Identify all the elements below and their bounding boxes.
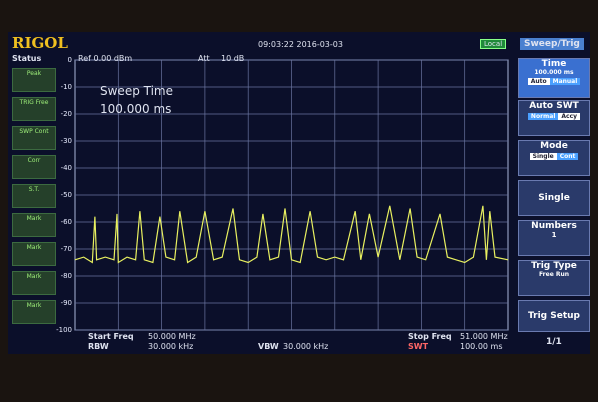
- rbw-label: RBW: [88, 342, 109, 351]
- page: 0 -10 -20 -30 -40 -50 -60 -70 -80 -90 -100 RIGOL 0…: [0, 0, 598, 402]
- swt-value: 100.00 ms: [460, 342, 503, 351]
- numbers-value: 1: [519, 231, 589, 239]
- y-tick-label: -40: [61, 164, 72, 172]
- y-tick-label: -50: [61, 191, 72, 199]
- y-tick-label: -60: [61, 218, 72, 226]
- vbw-label: VBW: [258, 342, 279, 351]
- option[interactable]: Normal: [528, 113, 558, 120]
- mode-label: Mode: [519, 141, 589, 151]
- y-tick-label: -90: [61, 299, 72, 307]
- y-tick-label: 0: [68, 56, 72, 64]
- status-item: SWP Cont: [12, 126, 56, 150]
- single-button[interactable]: Single: [518, 180, 590, 216]
- trig-setup-button[interactable]: Trig Setup: [518, 300, 590, 332]
- menu-title: Sweep/Trig: [520, 38, 584, 50]
- annotation-title: Sweep Time: [100, 84, 173, 98]
- stop-value: 51.000 MHz: [460, 332, 508, 341]
- option[interactable]: Manual: [550, 78, 581, 85]
- ref-level: Ref 0.00 dBm: [78, 54, 132, 63]
- y-tick-label: -20: [61, 110, 72, 118]
- status-title: Status: [12, 54, 41, 63]
- time-value: 100.000 ms: [519, 69, 589, 76]
- datetime: 09:03:22 2016-03-03: [258, 40, 343, 49]
- screen: 0 -10 -20 -30 -40 -50 -60 -70 -80 -90 -100 RIGOL 0…: [8, 32, 590, 354]
- status-item: Mark: [12, 271, 56, 295]
- auto-swt-label: Auto SWT: [519, 101, 589, 111]
- status-item: S.T.: [12, 184, 56, 208]
- status-item: Peak: [12, 68, 56, 92]
- status-item: TRIG Free: [12, 97, 56, 121]
- swt-label: SWT: [408, 342, 428, 351]
- numbers-label: Numbers: [519, 221, 589, 231]
- start-value: 50.000 MHz: [148, 332, 196, 341]
- status-item: Mark: [12, 213, 56, 237]
- trig-type-label: Trig Type: [519, 261, 589, 271]
- option[interactable]: Single: [530, 153, 557, 160]
- rbw-value: 30.000 kHz: [148, 342, 193, 351]
- option[interactable]: Accy: [558, 113, 580, 120]
- y-tick-label: -80: [61, 272, 72, 280]
- start-label: Start Freq: [88, 332, 134, 341]
- status-item: Mark: [12, 242, 56, 266]
- att-label: Att: [198, 54, 210, 63]
- time-label: Time: [519, 59, 589, 69]
- stop-label: Stop Freq: [408, 332, 452, 341]
- status-item: Corr: [12, 155, 56, 179]
- y-tick-label: -70: [61, 245, 72, 253]
- logo: RIGOL: [12, 34, 68, 52]
- status-item: Mark: [12, 300, 56, 324]
- spectrum-plot: 0 -10 -20 -30 -40 -50 -60 -70 -80 -90 -100: [8, 32, 590, 354]
- trig-type-value: Free Run: [519, 271, 589, 278]
- y-tick-label: -10: [61, 83, 72, 91]
- att-value: 10 dB: [221, 54, 244, 63]
- vbw-value: 30.000 kHz: [283, 342, 328, 351]
- page-indicator: 1/1: [546, 337, 562, 347]
- annotation-value: 100.000 ms: [100, 102, 171, 116]
- option[interactable]: Auto: [528, 78, 550, 85]
- option[interactable]: Cont: [557, 153, 579, 160]
- y-tick-label: -30: [61, 137, 72, 145]
- y-tick-label: -100: [56, 326, 72, 334]
- remote-state: Local: [480, 39, 506, 49]
